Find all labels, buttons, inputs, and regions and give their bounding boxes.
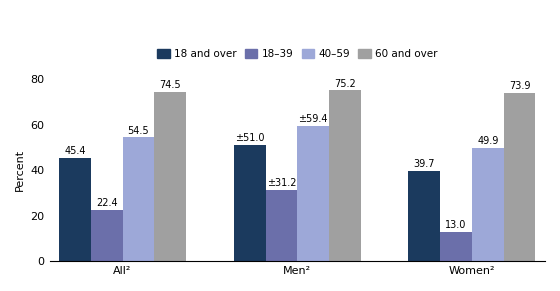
Bar [297,126,329,261]
Text: 74.5: 74.5 [160,80,181,90]
Y-axis label: Percent: Percent [15,149,25,191]
Bar [440,232,472,261]
Text: ±59.4: ±59.4 [298,114,328,125]
Bar [123,137,155,261]
Bar [155,92,186,261]
Legend: 18 and over, 18–39, 40–59, 60 and over: 18 and over, 18–39, 40–59, 60 and over [153,45,441,63]
Text: 54.5: 54.5 [128,125,150,136]
Text: 22.4: 22.4 [96,198,118,208]
Bar [91,210,123,261]
Text: 49.9: 49.9 [477,136,498,146]
Text: 45.4: 45.4 [64,146,86,156]
Bar [265,190,297,261]
Text: 73.9: 73.9 [509,81,530,91]
Bar [472,148,503,261]
Bar [408,171,440,261]
Bar [503,93,535,261]
Bar [234,145,265,261]
Bar [329,91,361,261]
Text: ±51.0: ±51.0 [235,134,264,143]
Text: 39.7: 39.7 [414,159,435,169]
Text: ±31.2: ±31.2 [267,178,296,189]
Text: 13.0: 13.0 [445,220,466,230]
Text: 75.2: 75.2 [334,79,356,88]
Bar [59,158,91,261]
